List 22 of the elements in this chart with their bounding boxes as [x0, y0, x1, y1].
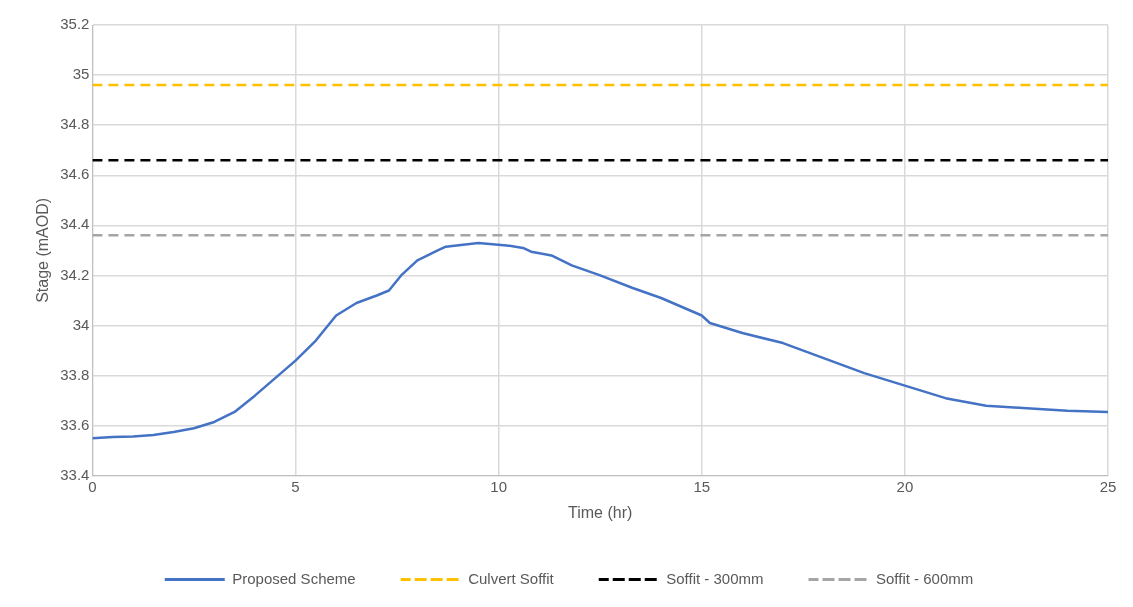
legend-label: Proposed Scheme: [232, 569, 356, 587]
legend-label: Soffit - 300mm: [666, 569, 764, 587]
x-tick-label: 20: [896, 477, 914, 495]
legend-label: Soffit - 600mm: [876, 569, 974, 587]
y-tick-label: 33.8: [60, 365, 90, 383]
y-tick-label: 35.2: [60, 15, 90, 33]
y-tick-label: 34.8: [60, 115, 90, 133]
y-tick-label: 34: [72, 315, 90, 333]
legend-label: Culvert Soffit: [468, 569, 555, 587]
y-tick-label: 34.6: [60, 165, 90, 183]
x-tick-label: 0: [88, 477, 97, 495]
x-axis-title: Time (hr): [568, 503, 633, 521]
y-tick-label: 33.4: [60, 465, 90, 483]
x-tick-label: 15: [693, 477, 711, 495]
x-tick-label: 10: [490, 477, 507, 495]
y-tick-label: 34.2: [60, 265, 90, 283]
x-tick-label: 5: [291, 477, 300, 495]
y-tick-label: 34.4: [60, 215, 90, 233]
y-axis-title: Stage (mAOD): [34, 197, 52, 303]
y-tick-label: 35: [72, 65, 90, 83]
y-tick-label: 33.6: [60, 415, 90, 433]
x-tick-label: 25: [1099, 477, 1117, 495]
